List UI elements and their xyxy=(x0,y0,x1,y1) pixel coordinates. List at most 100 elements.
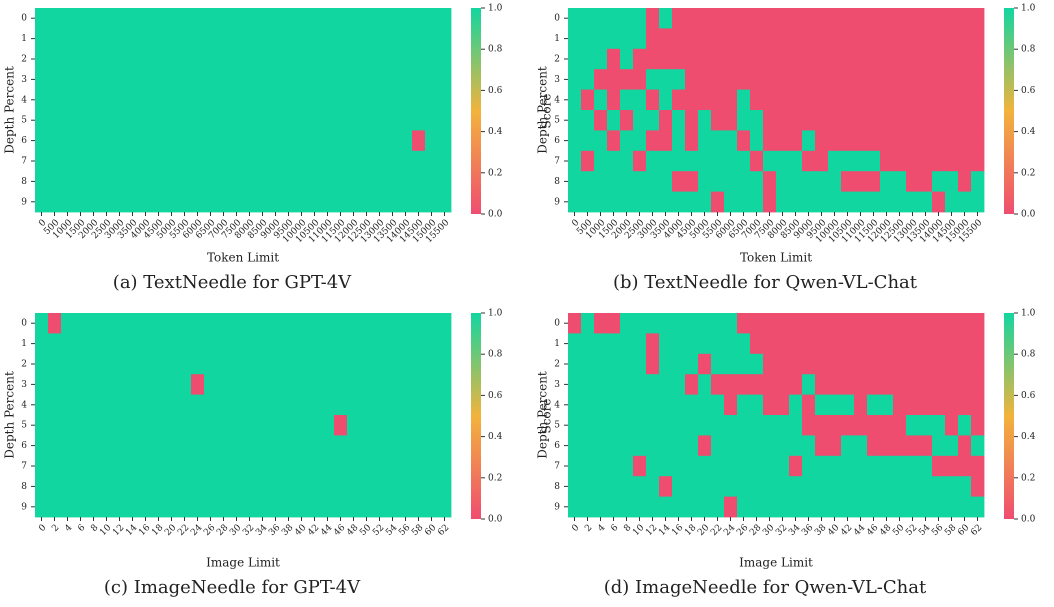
heatmap-cell xyxy=(373,476,387,497)
heatmap-cell xyxy=(633,191,647,213)
heatmap-cell xyxy=(373,191,387,213)
heatmap-cell xyxy=(854,476,868,497)
y-tick-label: 4 xyxy=(554,95,560,105)
heatmap-cell xyxy=(633,455,647,477)
heatmap-cell xyxy=(165,353,179,375)
colorbar-tick-label: 0.8 xyxy=(1021,45,1036,55)
heatmap-cell xyxy=(633,28,647,50)
heatmap-cell xyxy=(386,455,400,477)
heatmap-cell xyxy=(607,455,621,477)
heatmap-cell xyxy=(711,191,725,213)
heatmap-cell xyxy=(334,476,348,497)
heatmap-cell xyxy=(698,171,712,192)
heatmap-cell xyxy=(100,313,114,334)
heatmap-cell xyxy=(61,496,75,518)
heatmap-cell xyxy=(620,89,634,111)
heatmap-cell xyxy=(932,69,946,90)
heatmap-cell xyxy=(191,191,205,213)
heatmap-cell xyxy=(828,191,842,213)
heatmap-cell xyxy=(776,496,790,518)
heatmap-cell xyxy=(815,191,829,213)
heatmap-cell xyxy=(360,435,374,457)
heatmap-cell xyxy=(126,313,140,334)
heatmap-cell xyxy=(841,496,855,518)
heatmap-cell xyxy=(243,48,257,70)
heatmap-cell xyxy=(399,394,413,416)
heatmap-cell xyxy=(399,435,413,457)
heatmap-cell xyxy=(48,415,62,436)
colorbar xyxy=(471,8,481,214)
heatmap-cell xyxy=(217,171,231,192)
heatmap-cell xyxy=(633,476,647,497)
heatmap-cell xyxy=(295,130,309,152)
heatmap-cell xyxy=(360,313,374,334)
heatmap-cell xyxy=(399,313,413,334)
heatmap-cell xyxy=(594,374,608,395)
heatmap-cell xyxy=(373,333,387,355)
heatmap-cell xyxy=(646,353,660,375)
heatmap-cell xyxy=(711,455,725,477)
heatmap-cell xyxy=(893,415,907,436)
heatmap-cell xyxy=(841,110,855,131)
heatmap-cell xyxy=(295,28,309,50)
heatmap-cell xyxy=(113,333,127,355)
heatmap-cell xyxy=(672,130,686,152)
x-tick-label: 0 xyxy=(570,523,581,534)
heatmap-cell xyxy=(737,130,751,152)
heatmap-cell xyxy=(867,171,881,192)
heatmap-cell xyxy=(243,89,257,111)
heatmap-cell xyxy=(126,333,140,355)
heatmap-cell xyxy=(893,150,907,172)
heatmap-cell xyxy=(633,130,647,152)
heatmap-cell xyxy=(412,69,426,90)
heatmap-cell xyxy=(932,313,946,334)
heatmap-cell xyxy=(217,496,231,518)
heatmap-cell xyxy=(230,374,244,395)
heatmap-cell xyxy=(139,8,153,29)
heatmap-cell xyxy=(230,130,244,152)
heatmap-cell xyxy=(347,476,361,497)
heatmap-cell xyxy=(61,28,75,50)
heatmap-cell xyxy=(35,394,49,416)
heatmap-cell xyxy=(438,171,452,192)
heatmap-cell xyxy=(360,496,374,518)
heatmap-cell xyxy=(919,353,933,375)
heatmap-cell xyxy=(815,415,829,436)
heatmap-cell xyxy=(620,353,634,375)
heatmap-cell xyxy=(594,313,608,334)
heatmap-cell xyxy=(74,333,88,355)
heatmap-cell xyxy=(113,69,127,90)
heatmap-cell xyxy=(269,28,283,50)
heatmap-cell xyxy=(919,150,933,172)
heatmap-cell xyxy=(360,415,374,436)
heatmap-cell xyxy=(87,171,101,192)
heatmap-cell xyxy=(243,313,257,334)
heatmap-cell xyxy=(204,374,218,395)
heatmap-cell xyxy=(620,171,634,192)
heatmap-cell xyxy=(594,455,608,477)
heatmap-cell xyxy=(243,455,257,477)
heatmap-cell xyxy=(100,476,114,497)
heatmap-cell xyxy=(750,374,764,395)
heatmap-cell xyxy=(425,333,439,355)
heatmap-cell xyxy=(360,48,374,70)
heatmap-cell xyxy=(711,374,725,395)
x-tick-label: 2 xyxy=(50,523,61,534)
heatmap-cell xyxy=(906,130,920,152)
heatmap-cell xyxy=(139,415,153,436)
heatmap-cell xyxy=(659,171,673,192)
heatmap-cell xyxy=(217,48,231,70)
heatmap-cell xyxy=(373,69,387,90)
heatmap-cell xyxy=(893,28,907,50)
heatmap-cell xyxy=(789,48,803,70)
heatmap-cell xyxy=(776,394,790,416)
y-tick-label: 8 xyxy=(554,177,560,187)
heatmap-cell xyxy=(607,110,621,131)
heatmap-cell xyxy=(373,171,387,192)
heatmap-cell xyxy=(139,89,153,111)
heatmap-cell xyxy=(971,28,985,50)
heatmap-cell xyxy=(867,191,881,213)
heatmap-cell xyxy=(945,415,959,436)
heatmap-cell xyxy=(321,110,335,131)
heatmap-cell xyxy=(438,435,452,457)
